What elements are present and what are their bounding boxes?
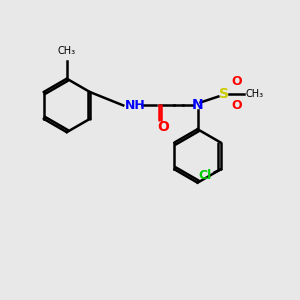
Text: O: O: [158, 120, 169, 134]
Text: CH₃: CH₃: [245, 88, 263, 98]
Text: CH₃: CH₃: [58, 46, 76, 56]
Text: Cl: Cl: [199, 169, 212, 182]
Text: O: O: [231, 75, 242, 88]
Text: NH: NH: [125, 99, 146, 112]
Text: S: S: [219, 86, 229, 100]
Text: N: N: [192, 98, 203, 112]
Text: O: O: [231, 99, 242, 112]
